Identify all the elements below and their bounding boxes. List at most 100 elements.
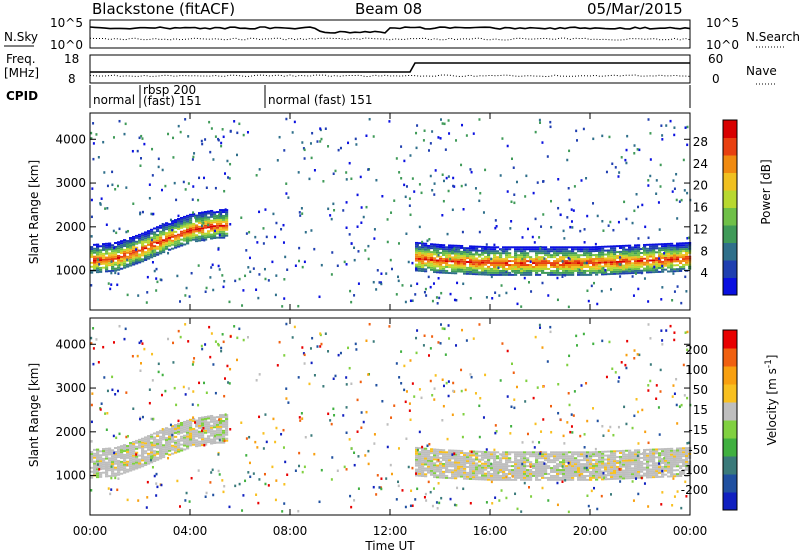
velocity-cell [264, 413, 267, 416]
velocity-cell [141, 453, 145, 456]
colorbar-tick-label: 20 [693, 179, 708, 193]
power-cell [156, 237, 160, 240]
power-cell [421, 258, 425, 261]
power-cell [177, 227, 181, 230]
power-cell [219, 218, 223, 221]
velocity-cell [626, 339, 629, 343]
velocity-cell [562, 455, 566, 458]
power-cell [682, 248, 686, 251]
power-cell [204, 214, 208, 217]
velocity-cell [298, 464, 301, 468]
power-cell [233, 120, 236, 123]
power-cell [550, 225, 553, 229]
velocity-cell [204, 421, 208, 424]
velocity-cell [610, 468, 614, 471]
velocity-cell [667, 463, 671, 466]
power-cell [100, 197, 103, 200]
power-cell [415, 269, 419, 272]
velocity-cell [460, 473, 464, 476]
velocity-cell [448, 337, 451, 340]
power-cell [646, 251, 650, 254]
velocity-cell [102, 453, 106, 456]
velocity-cell [207, 431, 211, 434]
velocity-cell [649, 470, 653, 473]
velocity-cell [583, 446, 586, 449]
power-cell [120, 251, 124, 254]
velocity-cell [132, 444, 136, 447]
power-cell [565, 266, 569, 268]
velocity-cell [425, 499, 428, 502]
velocity-cell [451, 471, 455, 474]
velocity-cell [619, 461, 622, 464]
power-cell [589, 273, 593, 276]
velocity-cell [282, 428, 285, 432]
velocity-cell [418, 430, 421, 434]
velocity-cell [177, 430, 181, 433]
power-cell [126, 229, 129, 233]
velocity-cell [682, 465, 686, 467]
power-cell [526, 252, 530, 255]
power-cell [210, 223, 214, 226]
power-cell [517, 262, 521, 265]
power-cell [415, 265, 419, 268]
velocity-cell [613, 471, 617, 474]
velocity-cell [454, 459, 458, 462]
power-cell [442, 257, 446, 260]
power-cell [404, 195, 407, 199]
velocity-cell [643, 450, 647, 453]
power-cell [421, 268, 425, 271]
power-cell [424, 270, 428, 273]
velocity-cell [676, 447, 680, 450]
power-cell [442, 271, 446, 274]
power-cell [415, 263, 419, 266]
freq-tick-high: 18 [64, 52, 79, 66]
power-cell [159, 240, 163, 243]
power-cell [607, 249, 611, 252]
power-cell [490, 262, 494, 265]
velocity-cell [451, 473, 455, 476]
velocity-cell [493, 451, 497, 454]
velocity-cell [123, 463, 127, 466]
velocity-cell [475, 476, 479, 479]
power-cell [285, 192, 288, 195]
velocity-cell [481, 476, 485, 479]
velocity-cell [126, 498, 129, 502]
velocity-cell [302, 352, 305, 355]
velocity-cell [454, 475, 458, 478]
power-cell [93, 261, 97, 264]
power-cell [469, 249, 473, 252]
power-cell [313, 168, 316, 172]
power-cell [577, 248, 581, 251]
power-cell [475, 273, 479, 276]
power-cell [610, 253, 614, 256]
velocity-cell [457, 449, 461, 452]
nave-label: Nave [746, 64, 777, 78]
velocity-cell [192, 441, 196, 444]
velocity-cell [649, 476, 653, 479]
power-cell [226, 159, 229, 163]
power-cell [198, 214, 202, 217]
power-cell [646, 265, 650, 268]
velocity-cell [225, 416, 229, 419]
velocity-cell [442, 384, 445, 388]
power-cell [90, 137, 93, 140]
power-cell [442, 244, 446, 247]
velocity-cell [192, 420, 196, 423]
power-cell [430, 255, 434, 258]
power-cell [310, 156, 313, 160]
velocity-cell [542, 418, 545, 421]
power-cell [475, 245, 479, 248]
power-cell [472, 245, 476, 248]
nsky-label: N.Sky [4, 30, 38, 44]
velocity-cell [442, 476, 446, 479]
velocity-cell [671, 395, 674, 398]
power-cell [159, 232, 163, 235]
power-cell [213, 227, 217, 230]
power-cell [604, 265, 608, 268]
velocity-cell [631, 455, 635, 458]
power-cell [165, 239, 169, 242]
power-cell [646, 261, 650, 264]
power-cell [625, 266, 629, 269]
velocity-cell [481, 454, 485, 457]
power-cell [559, 267, 563, 270]
